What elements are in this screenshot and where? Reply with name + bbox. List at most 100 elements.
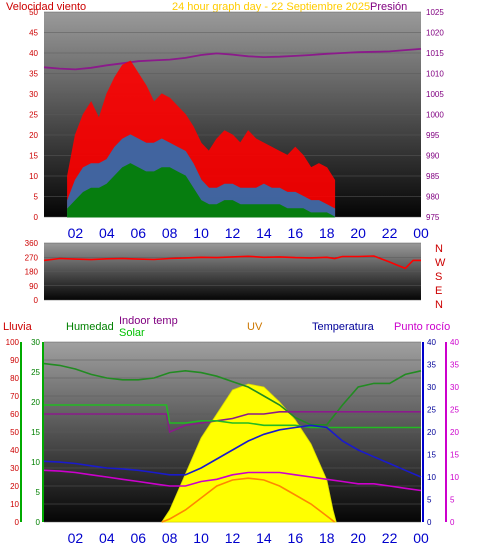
legend-lluvia: Lluvia xyxy=(3,321,33,333)
y-tick-label-humedad: 25 xyxy=(31,368,40,377)
y-tick-label-punto-rocio: 0 xyxy=(450,518,455,527)
y-tick-label-lluvia: 20 xyxy=(10,482,19,491)
x-tick-label: 16 xyxy=(288,530,304,546)
y2-tick-label: 980 xyxy=(426,193,440,202)
series-line-punto-rocío xyxy=(43,469,422,492)
y-tick-label-lluvia: 30 xyxy=(10,464,19,473)
x-tick-label: 22 xyxy=(382,530,398,546)
bottom-legend: Lluvia Humedad Indoor temp Solar UV Temp… xyxy=(3,315,450,339)
y-tick-label: 0 xyxy=(34,296,39,305)
y-tick-label-punto-rocio: 10 xyxy=(450,473,459,482)
y-tick-label-humedad: 30 xyxy=(31,338,40,347)
y-tick-label-temperatura: 30 xyxy=(427,383,436,392)
y-tick-label: 50 xyxy=(29,8,38,17)
x-tick-label: 12 xyxy=(225,530,241,546)
y2-tick-label: 1025 xyxy=(426,8,444,17)
y-tick-label: 10 xyxy=(29,172,38,181)
x-tick-label: 04 xyxy=(99,225,115,241)
legend-uv: UV xyxy=(247,321,263,333)
y-tick-label-temperatura: 5 xyxy=(427,496,432,505)
compass-label: E xyxy=(435,285,442,297)
x-tick-label: 10 xyxy=(193,225,209,241)
y-tick-label: 40 xyxy=(29,49,38,58)
x-tick-label: 22 xyxy=(382,225,398,241)
series-area-solar xyxy=(161,383,337,523)
y-tick-label: 180 xyxy=(25,268,39,277)
x-tick-label: 08 xyxy=(162,225,178,241)
right-title: Presión xyxy=(370,1,407,13)
y-tick-label-lluvia: 80 xyxy=(10,374,19,383)
y-tick-label-lluvia: 40 xyxy=(10,446,19,455)
y-tick-label-humedad: 10 xyxy=(31,458,40,467)
y2-tick-label: 990 xyxy=(426,152,440,161)
compass-label: W xyxy=(435,257,446,269)
y-tick-label-humedad: 5 xyxy=(36,488,41,497)
y-tick-label-punto-rocio: 25 xyxy=(450,406,459,415)
y-tick-label-temperatura: 0 xyxy=(427,518,432,527)
legend-indoor-temp: Indoor temp xyxy=(119,315,178,327)
legend-punto-rocio: Punto rocío xyxy=(394,321,450,333)
y-tick-label: 35 xyxy=(29,70,38,79)
x-tick-label: 20 xyxy=(350,225,366,241)
y2-tick-label: 1015 xyxy=(426,49,444,58)
compass-label: N xyxy=(435,243,443,255)
y-tick-label-humedad: 0 xyxy=(36,518,41,527)
y-tick-label: 360 xyxy=(25,239,39,248)
legend-temperatura: Temperatura xyxy=(312,321,375,333)
compass-label: N xyxy=(435,299,443,311)
x-tick-label: 18 xyxy=(319,530,335,546)
y-tick-label-punto-rocio: 40 xyxy=(450,338,459,347)
y-tick-label: 30 xyxy=(29,90,38,99)
y-tick-label: 90 xyxy=(29,282,38,291)
chart-marks: 0510152025303540455097598098599099510001… xyxy=(6,8,460,546)
y-tick-label: 45 xyxy=(29,29,38,38)
series-line-humedad xyxy=(43,362,422,426)
y-tick-label: 20 xyxy=(29,131,38,140)
y-tick-label-temperatura: 25 xyxy=(427,406,436,415)
series-area-velocidad xyxy=(67,163,335,218)
x-tick-label: 16 xyxy=(288,225,304,241)
x-tick-label: 12 xyxy=(225,225,241,241)
y-tick-label-lluvia: 60 xyxy=(10,410,19,419)
y-tick-label-lluvia: 10 xyxy=(10,500,19,509)
left-title: Velocidad viento xyxy=(6,1,86,13)
y-tick-label-punto-rocio: 35 xyxy=(450,361,459,370)
x-tick-label: 02 xyxy=(68,225,84,241)
y-tick-label-temperatura: 10 xyxy=(427,473,436,482)
y-tick-label-lluvia: 50 xyxy=(10,428,19,437)
y-tick-label-humedad: 15 xyxy=(31,428,40,437)
compass-label: S xyxy=(435,271,442,283)
y-tick-label-punto-rocio: 20 xyxy=(450,428,459,437)
x-tick-label: 14 xyxy=(256,225,272,241)
y-tick-label-punto-rocio: 30 xyxy=(450,383,459,392)
series-line-direction xyxy=(43,255,421,270)
y2-tick-label: 1005 xyxy=(426,90,444,99)
y2-tick-label: 1010 xyxy=(426,70,444,79)
y-tick-label: 270 xyxy=(25,253,39,262)
legend-humedad: Humedad xyxy=(66,321,114,333)
x-tick-label: 04 xyxy=(99,530,115,546)
y-tick-label-punto-rocio: 5 xyxy=(450,496,455,505)
y-tick-label: 5 xyxy=(34,193,39,202)
y-tick-label-lluvia: 90 xyxy=(10,356,19,365)
y2-tick-label: 975 xyxy=(426,213,440,222)
x-tick-label: 10 xyxy=(193,530,209,546)
x-tick-label: 08 xyxy=(162,530,178,546)
y-tick-label-temperatura: 35 xyxy=(427,361,436,370)
y2-tick-label: 1020 xyxy=(426,29,444,38)
x-tick-label: 14 xyxy=(256,530,272,546)
series-line-uv xyxy=(161,477,336,523)
y-tick-label: 15 xyxy=(29,152,38,161)
center-title: 24 hour graph day - 22 Septiembre 2025 xyxy=(172,1,370,13)
series-line-presión xyxy=(43,48,422,71)
x-tick-label: 00 xyxy=(413,225,429,241)
y-tick-label-humedad: 20 xyxy=(31,398,40,407)
y2-tick-label: 985 xyxy=(426,172,440,181)
x-tick-label: 02 xyxy=(68,530,84,546)
y-tick-label-lluvia: 100 xyxy=(6,338,20,347)
x-tick-label: 18 xyxy=(319,225,335,241)
y-tick-label-temperatura: 20 xyxy=(427,428,436,437)
x-tick-label: 00 xyxy=(413,530,429,546)
y2-tick-label: 995 xyxy=(426,131,440,140)
y-tick-label-lluvia: 0 xyxy=(15,518,20,527)
